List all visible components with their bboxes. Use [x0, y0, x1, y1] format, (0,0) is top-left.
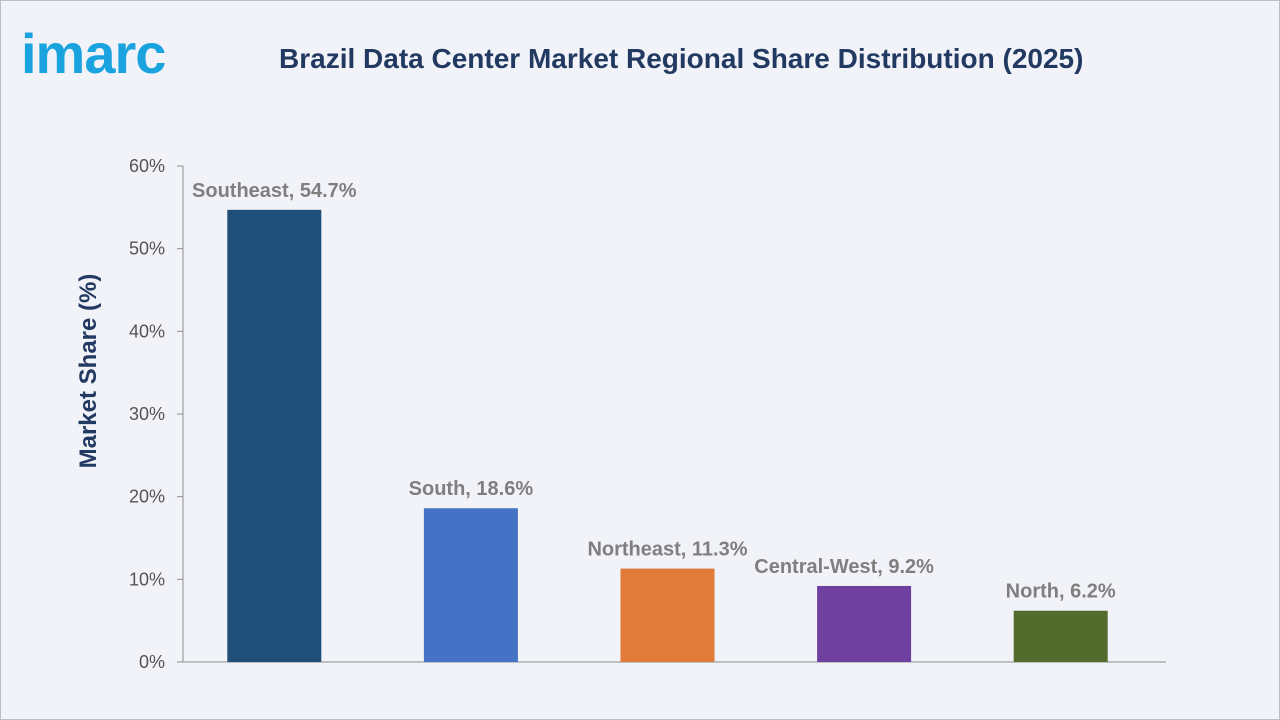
y-tick-label: 0% [139, 652, 165, 672]
data-label-south: South, 18.6% [409, 478, 534, 500]
bar-south [423, 508, 518, 662]
bar-southeast [227, 209, 322, 662]
bar-central-west [817, 585, 912, 662]
bar-northeast [620, 568, 715, 662]
data-label-northeast: Northeast, 11.3% [587, 539, 747, 561]
data-label-central-west: Central-West, 9.2% [754, 556, 934, 578]
imarc-logo: imarc [21, 22, 166, 85]
data-label-north: North, 6.2% [1006, 581, 1116, 603]
y-tick-label: 50% [129, 239, 165, 259]
data-label-southeast: Southeast, 54.7% [192, 180, 357, 202]
logo-text: imarc [21, 22, 165, 85]
data-labels: Southeast, 54.7% South, 18.6% Northeast, 1… [192, 180, 1116, 603]
y-tick-label: 40% [129, 321, 165, 341]
bar-north [1013, 610, 1108, 662]
y-tick-label: 20% [129, 487, 165, 507]
chart-title: Brazil Data Center Market Regional Share… [279, 43, 1084, 74]
bars [227, 209, 1108, 662]
y-tick-label: 60% [129, 156, 165, 176]
y-axis: 0% 10% 20% 30% 40% 50% 60% [129, 156, 1166, 672]
y-tick-label: 30% [129, 404, 165, 424]
y-tick-label: 10% [129, 569, 165, 589]
